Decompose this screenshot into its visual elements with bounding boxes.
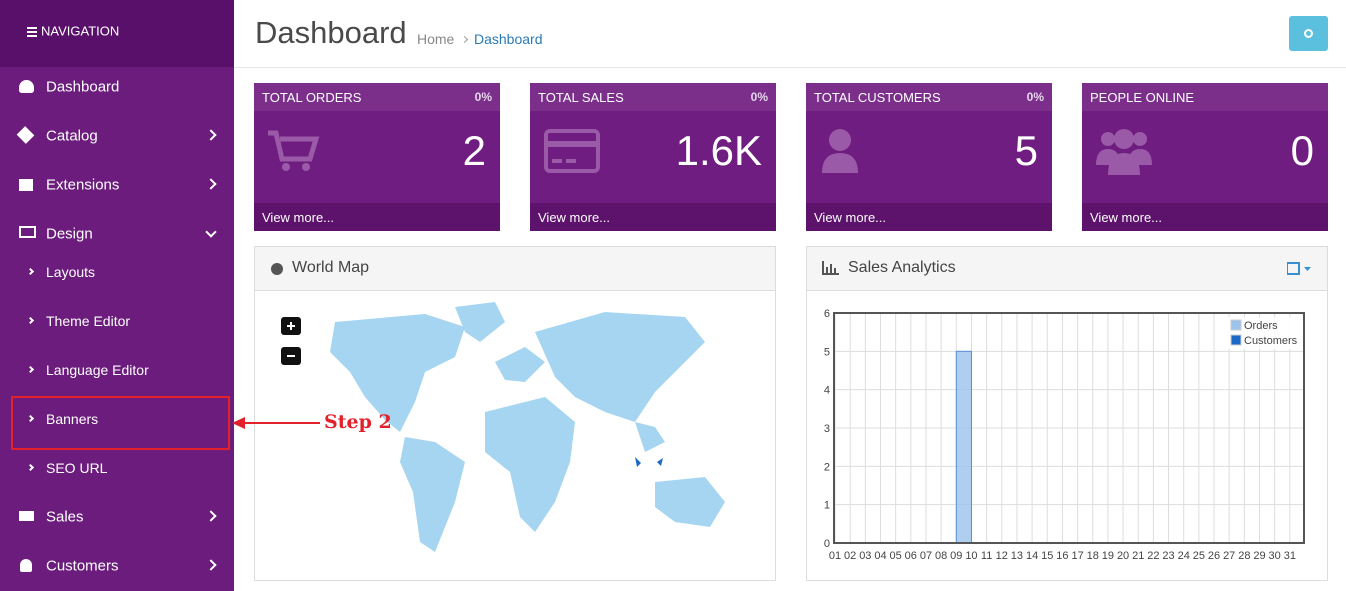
- nav-item[interactable]: Customers: [46, 557, 119, 575]
- page-title: Dashboard: [255, 15, 407, 50]
- x-tick-label: 26: [1208, 550, 1220, 562]
- panel-title: World Map: [292, 259, 370, 276]
- y-tick-label: 5: [824, 346, 830, 358]
- x-tick-label: 19: [1102, 550, 1114, 562]
- sales-analytics-panel: Sales Analytics: [806, 246, 1328, 581]
- legend-label: Customers: [1244, 335, 1298, 347]
- tile-change: 0%: [1026, 90, 1044, 104]
- x-tick-label: 05: [890, 550, 902, 562]
- x-tick-label: 10: [965, 550, 977, 562]
- y-tick-label: 6: [824, 308, 830, 320]
- tile-link[interactable]: View more...: [262, 210, 335, 225]
- tile-change: 0%: [750, 90, 768, 104]
- x-tick-label: 11: [981, 550, 992, 562]
- stat-tile: PEOPLE ONLINE 0 View more...: [1082, 83, 1328, 231]
- tile-value: 5: [1014, 127, 1038, 174]
- x-tick-label: 07: [920, 550, 932, 562]
- x-tick-label: 09: [950, 550, 962, 562]
- x-tick-label: 14: [1026, 550, 1038, 562]
- tile-value: 1.6K: [675, 127, 762, 174]
- sidebar: NAVIGATION Dashboard Catalog Extensions …: [0, 0, 234, 591]
- panel-title: Sales Analytics: [848, 259, 956, 276]
- nav-subitem[interactable]: Theme Editor: [46, 313, 131, 329]
- x-tick-label: 17: [1071, 550, 1083, 562]
- x-tick-label: 15: [1041, 550, 1053, 562]
- stat-tile: TOTAL ORDERS 0% 2 View more...: [254, 83, 500, 231]
- users-icon: [1096, 129, 1152, 175]
- x-tick-label: 13: [1011, 550, 1023, 562]
- card-icon: [544, 129, 600, 173]
- chart-icon: [822, 261, 839, 275]
- nav-item[interactable]: Dashboard: [46, 78, 120, 96]
- y-tick-label: 2: [824, 461, 830, 473]
- nav-title: NAVIGATION: [41, 23, 120, 39]
- nav-subitem[interactable]: Language Editor: [46, 362, 149, 378]
- world-map-panel: World Map: [254, 246, 776, 581]
- x-tick-label: 02: [844, 550, 856, 562]
- y-tick-label: 1: [824, 500, 830, 512]
- x-tick-label: 24: [1178, 550, 1190, 562]
- tile-title: TOTAL ORDERS: [262, 90, 362, 105]
- x-tick-label: 01: [829, 550, 841, 562]
- breadcrumb[interactable]: Dashboard: [474, 31, 543, 47]
- world-map: [330, 302, 725, 552]
- x-tick-label: 06: [905, 550, 917, 562]
- zoom-in[interactable]: [281, 317, 301, 335]
- tile-title: PEOPLE ONLINE: [1090, 90, 1195, 105]
- x-tick-label: 31: [1284, 550, 1296, 562]
- tile-value: 0: [1290, 127, 1314, 174]
- bar: [955, 350, 972, 544]
- stat-tile: TOTAL CUSTOMERS 0% 5 View more...: [806, 83, 1052, 231]
- tile-title: TOTAL CUSTOMERS: [814, 90, 941, 105]
- nav-item[interactable]: Catalog: [46, 127, 98, 145]
- x-tick-label: 27: [1223, 550, 1235, 562]
- tile-link[interactable]: View more...: [1090, 210, 1163, 225]
- date-range-dropdown[interactable]: [1287, 262, 1313, 276]
- x-tick-label: 04: [874, 550, 886, 562]
- x-tick-label: 28: [1238, 550, 1250, 562]
- nav-item[interactable]: Extensions: [46, 176, 120, 194]
- tile-link[interactable]: View more...: [538, 210, 611, 225]
- settings-button[interactable]: [1289, 16, 1328, 51]
- x-tick-label: 16: [1056, 550, 1068, 562]
- plot-frame: [833, 312, 1305, 544]
- sidebar-header[interactable]: NAVIGATION: [0, 0, 234, 67]
- highlight-box: [11, 396, 230, 450]
- x-tick-label: 23: [1162, 550, 1174, 562]
- tile-title: TOTAL SALES: [538, 90, 624, 105]
- x-tick-label: 12: [996, 550, 1008, 562]
- tile-change: 0%: [474, 90, 492, 104]
- y-tick-label: 0: [824, 538, 830, 550]
- x-tick-label: 08: [935, 550, 947, 562]
- x-tick-label: 18: [1087, 550, 1099, 562]
- x-tick-label: 03: [859, 550, 871, 562]
- stat-tile: TOTAL SALES 0% 1.6K View more...: [530, 83, 776, 231]
- y-tick-label: 4: [824, 385, 830, 397]
- x-tick-label: 20: [1117, 550, 1129, 562]
- legend-label: Orders: [1244, 320, 1278, 332]
- breadcrumb[interactable]: Home: [417, 31, 455, 47]
- x-tick-label: 22: [1147, 550, 1159, 562]
- legend-swatch: [1230, 334, 1242, 346]
- user-icon: [822, 129, 858, 173]
- tile-value: 2: [462, 127, 486, 174]
- nav-subitem[interactable]: Banners: [46, 411, 99, 427]
- y-tick-label: 3: [824, 423, 830, 435]
- nav-item[interactable]: Sales: [46, 508, 84, 526]
- annotation-text: Step 2: [324, 411, 392, 433]
- nav-subitem[interactable]: Layouts: [46, 264, 96, 280]
- x-tick-label: 21: [1132, 550, 1144, 562]
- x-tick-label: 30: [1269, 550, 1281, 562]
- tile-link[interactable]: View more...: [814, 210, 887, 225]
- cart-icon: [268, 130, 320, 171]
- nav-item[interactable]: Design: [46, 225, 93, 243]
- nav-subitem[interactable]: SEO URL: [46, 460, 108, 476]
- zoom-out[interactable]: [281, 347, 301, 365]
- x-tick-label: 25: [1193, 550, 1205, 562]
- annotation-arrow: [232, 417, 320, 429]
- x-tick-label: 29: [1253, 550, 1265, 562]
- legend-swatch: [1230, 319, 1242, 331]
